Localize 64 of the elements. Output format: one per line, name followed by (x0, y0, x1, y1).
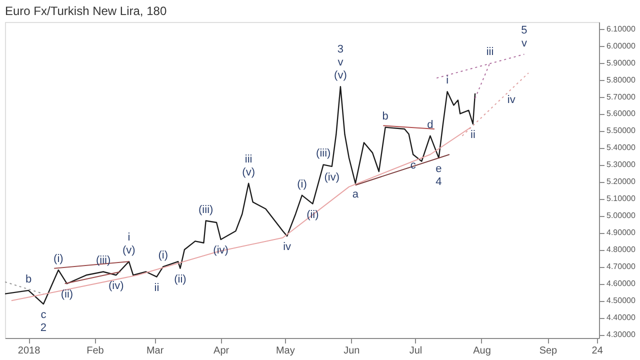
annotation: ii (154, 282, 160, 294)
y-tick-label: 5.00000 (606, 211, 636, 220)
y-tick-label: 5.60000 (606, 109, 636, 118)
y-tick-label: 5.20000 (606, 177, 636, 186)
y-tick-label: 4.70000 (606, 262, 636, 272)
x-tick-label: Apr (214, 346, 230, 356)
annotation: b (382, 110, 388, 122)
annotation: 2 (40, 322, 47, 334)
chart-title: Euro Fx/Turkish New Lira, 180 (5, 4, 167, 18)
y-tick-label: 5.30000 (606, 160, 636, 170)
y-tick-label: 6.10000 (606, 24, 636, 34)
annotation: d (427, 118, 434, 131)
y-tick-label: 6.00000 (606, 41, 636, 50)
annotation: c (40, 309, 47, 322)
annotation: (ii) (306, 208, 319, 221)
annotation: (iii) (198, 204, 214, 216)
annotation: (ii) (60, 288, 74, 301)
annotation: 4 (436, 176, 442, 188)
annotation: b (25, 273, 32, 286)
annotation: (iv) (324, 171, 340, 184)
x-tick-label: Sep (539, 346, 558, 356)
y-tick-label: 5.70000 (606, 92, 636, 102)
annotation: ii (470, 128, 476, 141)
annotation: (v) (242, 166, 255, 178)
annotation: e (436, 162, 442, 175)
annotation: (iv) (213, 244, 228, 256)
annotation: i (128, 232, 130, 244)
annotation: (i) (54, 253, 64, 266)
y-tick-label: 5.10000 (606, 194, 636, 204)
x-tick-label: Feb (86, 346, 104, 356)
annotation: (v) (334, 70, 347, 82)
x-tick-label: May (276, 346, 295, 356)
annotation: a (352, 188, 360, 200)
annotation: (i) (158, 250, 168, 262)
y-tick-label: 4.30000 (606, 330, 636, 340)
y-tick-label: 5.40000 (606, 143, 636, 152)
annotation: iii (486, 46, 494, 58)
annotation: i (446, 74, 449, 87)
annotation: v (338, 56, 344, 69)
annotation: (ii) (174, 273, 186, 286)
x-tick-label: Jun (344, 346, 360, 356)
annotation: v (521, 37, 528, 50)
y-tick-label: 4.50000 (606, 296, 636, 306)
y-tick-label: 4.80000 (606, 245, 636, 254)
y-tick-label: 5.50000 (606, 126, 636, 136)
x-tick-label: 2018 (18, 346, 41, 356)
y-tick-label: 5.90000 (606, 58, 636, 68)
x-tick-label: 24 (592, 346, 604, 356)
y-tick-label: 5.80000 (606, 75, 636, 84)
annotation: (i) (297, 178, 307, 190)
y-tick-label: 4.40000 (606, 313, 636, 322)
annotation: iv (507, 94, 516, 106)
x-tick-label: Mar (146, 346, 164, 356)
annotation: (v) (122, 244, 136, 257)
annotation: 5 (521, 24, 528, 36)
annotation: 3 (337, 44, 344, 56)
y-tick-label: 4.60000 (606, 279, 636, 288)
x-tick-label: Aug (473, 346, 491, 356)
x-tick-label: Jul (409, 346, 422, 356)
annotation: (iv) (108, 280, 124, 292)
y-tick-label: 4.90000 (606, 228, 636, 238)
annotation: iii (244, 153, 252, 166)
annotation: iv (283, 241, 292, 254)
annotation: (iii) (316, 148, 331, 160)
